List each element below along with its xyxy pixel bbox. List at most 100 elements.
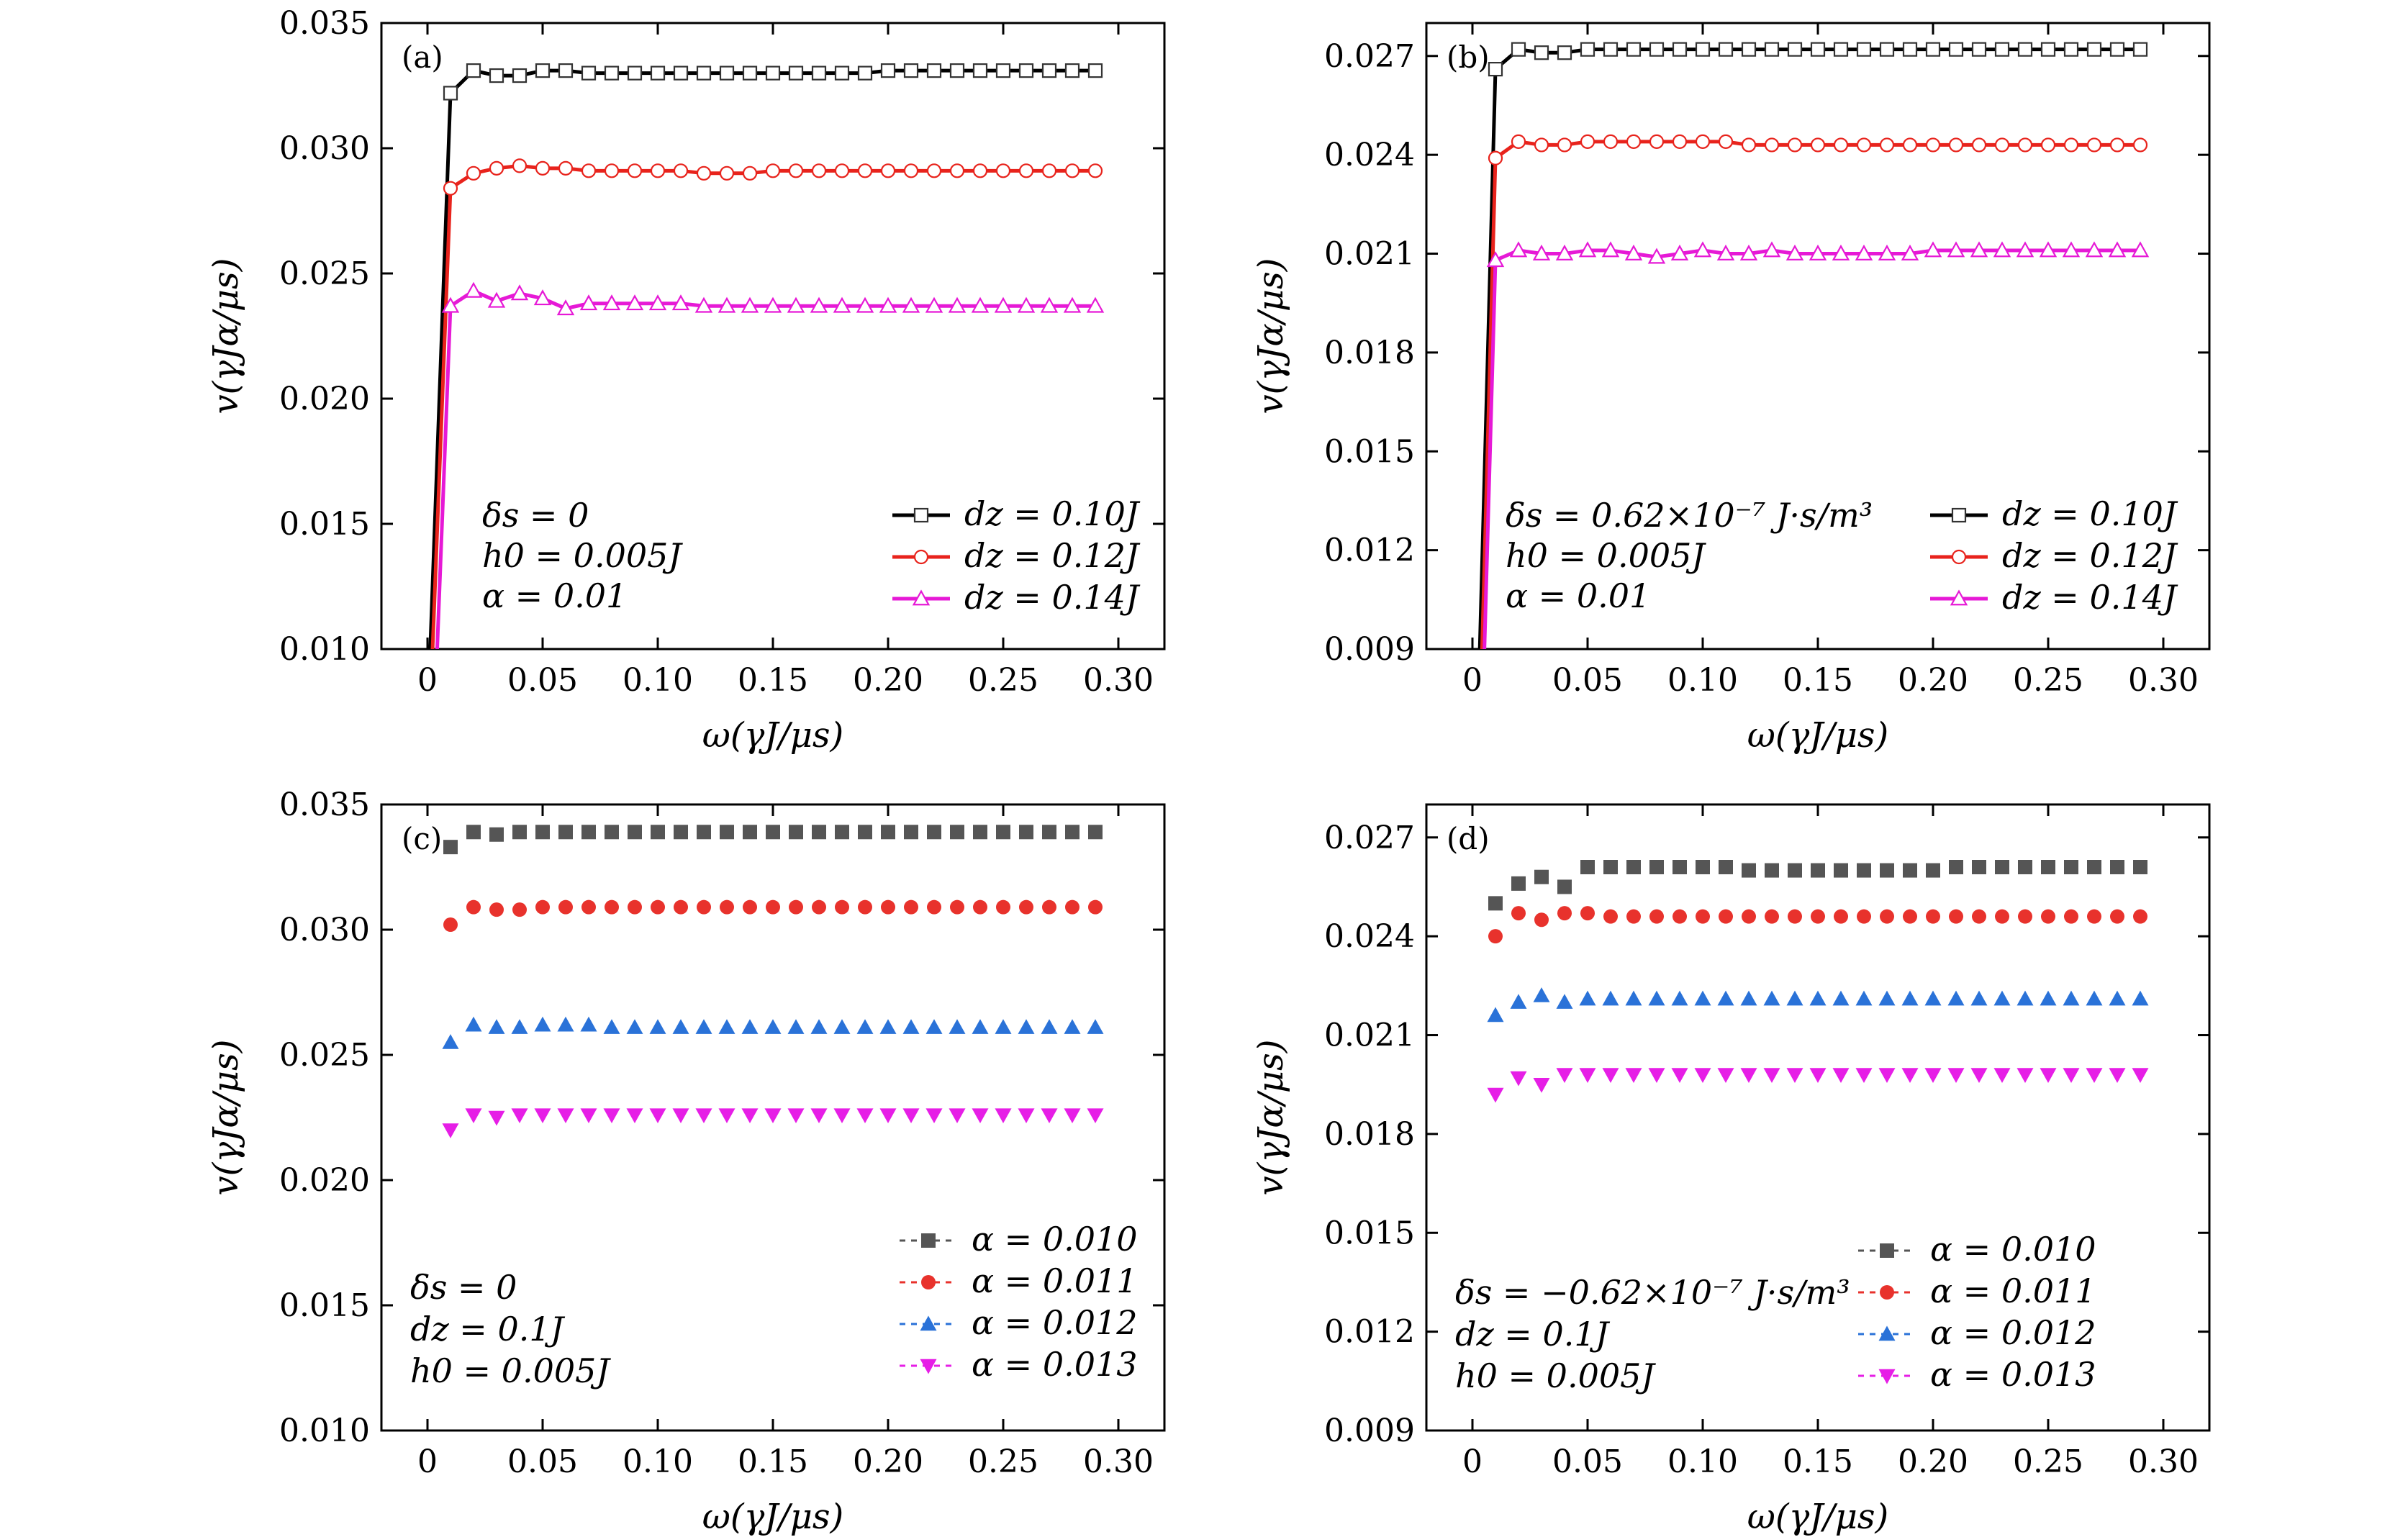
data-point: [1603, 134, 1619, 149]
data-point: [1880, 863, 1894, 878]
series-2: [430, 158, 1103, 649]
data-point: [1995, 860, 2009, 874]
data-point: [1924, 990, 1942, 1006]
data-point: [2041, 860, 2055, 874]
data-point: [1809, 244, 1827, 260]
series-2: [1480, 134, 2148, 649]
data-point: [671, 294, 690, 311]
data-point: [1510, 994, 1527, 1009]
data-point: [1488, 150, 1503, 166]
data-point: [512, 68, 528, 83]
data-point: [972, 1019, 989, 1034]
y-tick-label: 0.024: [1324, 137, 1415, 173]
data-point: [558, 160, 574, 176]
data-point: [743, 825, 757, 840]
data-point: [1063, 296, 1082, 313]
data-point: [1879, 42, 1895, 57]
data-point: [1672, 134, 1688, 149]
data-point: [1857, 909, 1871, 924]
data-point: [1971, 42, 1987, 57]
y-tick-label: 0.018: [1324, 335, 1415, 371]
legend-label: α = 0.010: [972, 1220, 1138, 1259]
data-point: [1555, 244, 1574, 260]
data-point: [1511, 876, 1526, 891]
data-point: [2018, 860, 2032, 874]
data-point: [1971, 137, 1987, 153]
data-point: [1578, 241, 1597, 258]
legend-label: dz = 0.12J: [2002, 536, 2178, 575]
data-point: [1695, 42, 1711, 57]
legend-label: α = 0.011: [972, 1261, 1138, 1300]
data-point: [1649, 860, 1664, 874]
data-point: [2018, 909, 2032, 924]
data-point: [858, 825, 872, 840]
data-point: [2063, 137, 2079, 153]
data-point: [1649, 134, 1665, 149]
data-point: [1556, 994, 1573, 1009]
data-point: [1762, 241, 1781, 258]
data-point: [604, 65, 620, 81]
data-point: [1534, 869, 1549, 884]
data-point: [856, 1108, 874, 1124]
data-point: [603, 1019, 620, 1034]
legend-label: dz = 0.10J: [964, 494, 1141, 533]
data-point: [1764, 42, 1780, 57]
data-point: [697, 899, 711, 915]
data-point: [465, 1016, 482, 1032]
data-point: [1972, 909, 1986, 924]
data-point: [2132, 1068, 2149, 1083]
x-tick-label: 0.10: [1667, 662, 1738, 699]
data-point: [1857, 863, 1871, 878]
data-point: [2039, 241, 2058, 258]
data-point: [926, 63, 942, 78]
y-tick-label: 0.020: [279, 381, 370, 417]
data-point: [626, 1019, 643, 1034]
data-point: [558, 899, 573, 915]
data-point: [625, 294, 644, 311]
data-point: [1580, 860, 1595, 874]
x-tick-label: 0.15: [1783, 662, 1853, 699]
data-point: [2132, 137, 2148, 153]
x-tick-label: 0.15: [738, 1443, 808, 1480]
x-tick-label: 0.30: [1083, 1443, 1154, 1480]
data-point: [903, 63, 919, 78]
data-point: [1947, 1068, 1965, 1083]
data-point: [2063, 990, 2080, 1006]
data-point: [2085, 241, 2104, 258]
series-2: [443, 899, 1103, 933]
data-point: [1719, 909, 1733, 924]
x-axis-label: ω(γJ/μs): [1747, 1497, 1889, 1537]
data-point: [925, 1019, 943, 1034]
data-point: [1926, 863, 1940, 878]
data-point: [674, 899, 688, 915]
y-tick-label: 0.009: [1324, 1413, 1415, 1449]
y-axis-label: v(γJα/μs): [206, 258, 246, 414]
data-point: [1810, 137, 1826, 153]
series-2: [1488, 906, 2147, 944]
data-point: [1626, 42, 1642, 57]
data-point: [1855, 1068, 1873, 1083]
data-point: [534, 1108, 551, 1124]
data-point: [1901, 1068, 1919, 1083]
series-4: [1487, 1068, 2149, 1103]
y-tick-label: 0.030: [279, 130, 370, 167]
legend-marker: [920, 1359, 937, 1374]
data-point: [1994, 137, 2010, 153]
data-point: [1719, 860, 1733, 874]
data-point: [1833, 137, 1849, 153]
data-point: [1557, 137, 1572, 153]
data-point: [1625, 1068, 1642, 1083]
data-point: [879, 1108, 897, 1124]
series-3: [442, 1016, 1104, 1049]
data-point: [835, 825, 849, 840]
data-point: [881, 825, 895, 840]
data-point: [880, 63, 896, 78]
legend-label: dz = 0.14J: [2002, 578, 2178, 617]
data-point: [2017, 137, 2033, 153]
legend-marker: [921, 1233, 936, 1248]
data-point: [1647, 248, 1666, 264]
data-point: [995, 1108, 1012, 1124]
panel-label: (c): [402, 821, 442, 856]
